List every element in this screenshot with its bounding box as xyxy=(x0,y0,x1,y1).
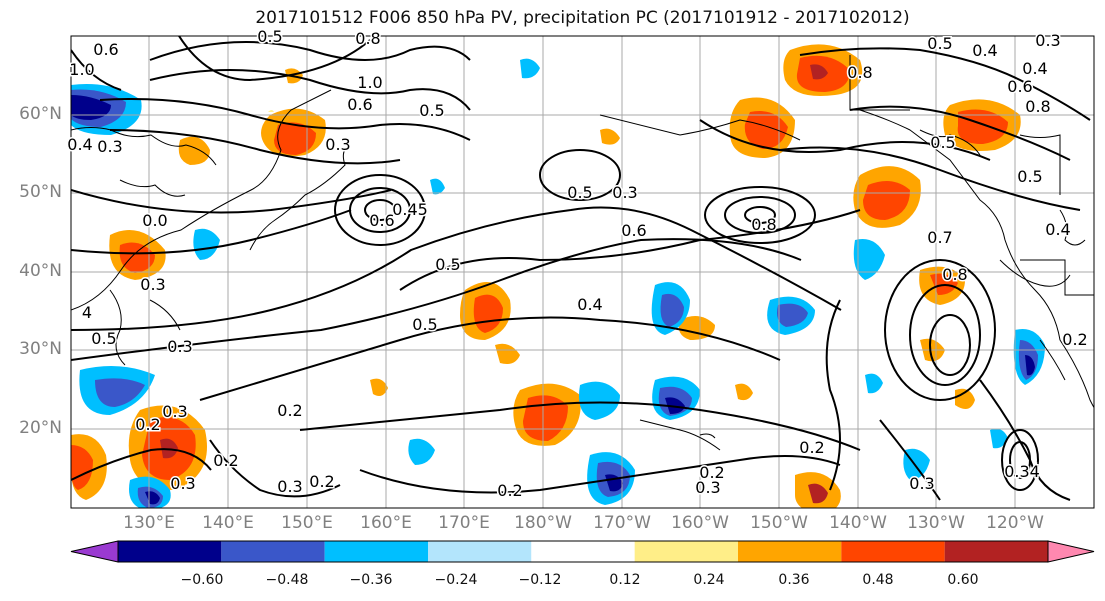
contour-label: 1.0 xyxy=(357,73,382,92)
colorbar-segment xyxy=(738,541,842,562)
colorbar-segment xyxy=(841,541,945,562)
contour-label: 0.6 xyxy=(369,211,394,230)
contour-label: 0.5 xyxy=(1017,167,1042,186)
lon-label-170e: 170°E xyxy=(438,513,490,533)
contour-label: 0.5 xyxy=(412,315,437,334)
contour-label: 0.4 xyxy=(1022,59,1047,78)
lat-label-30n: 30°N xyxy=(19,339,62,359)
lat-label-60n: 60°N xyxy=(19,104,62,124)
contour-label: 0.5 xyxy=(419,101,444,120)
colorbar-label-neg012: −0.12 xyxy=(518,572,562,588)
colorbar-label-neg060: −0.60 xyxy=(180,572,224,588)
colorbar-segment xyxy=(944,541,1048,562)
plot-frame xyxy=(70,35,1095,509)
lon-label-150w: 150°W xyxy=(750,513,808,533)
contour-label: 0.8 xyxy=(847,63,872,82)
pv-contours xyxy=(71,36,1091,501)
contour-label: 0.3 xyxy=(97,137,122,156)
contour-label: 0.6 xyxy=(93,40,118,59)
contour-label: 0.7 xyxy=(927,228,952,247)
contour-label: 0.3 xyxy=(325,135,350,154)
contour-label: 0.5 xyxy=(257,27,282,46)
contour-label: 0.5 xyxy=(91,329,116,348)
colorbar-label-060: 0.60 xyxy=(947,572,979,588)
lon-label-160e: 160°E xyxy=(360,513,412,533)
contour-label: 0.2 xyxy=(497,481,522,500)
contour-label: 0.5 xyxy=(927,34,952,53)
colorbar-arrow-low xyxy=(70,540,119,563)
contour-label: 4 xyxy=(82,303,92,322)
lon-label-120w: 120°W xyxy=(986,513,1044,533)
colorbar-segment xyxy=(634,541,738,562)
colorbar-label-neg048: −0.48 xyxy=(265,572,309,588)
colorbar-segment xyxy=(221,541,325,562)
contour-labels: 0.5 0.81.00.6 0.50.30.60.450.5 0.30.6 0.80.5… xyxy=(66,26,1089,502)
colorbar-label-036: 0.36 xyxy=(778,572,810,588)
contour-label: 0.4 xyxy=(1045,220,1070,239)
contour-label: 0.6 xyxy=(1007,77,1032,96)
contour-label: 0.4 xyxy=(972,41,997,60)
contour-label: 0.8 xyxy=(751,215,776,234)
colorbar-segment xyxy=(531,541,635,562)
contour-label: 0.3 xyxy=(277,477,302,496)
contour-label: 0.4 xyxy=(577,295,602,314)
contour-label: 0.2 xyxy=(309,472,334,491)
contour-label: 0.2 xyxy=(1062,330,1087,349)
colorbar-label-012: 0.12 xyxy=(609,572,641,588)
lon-label-160w: 160°W xyxy=(671,513,729,533)
contour-label: 0.6 xyxy=(347,95,372,114)
colorbar xyxy=(70,540,1095,563)
contour-label: 0.8 xyxy=(942,265,967,284)
coastlines xyxy=(71,55,1094,451)
colorbar-segment xyxy=(118,541,222,562)
colorbar-label-048: 0.48 xyxy=(862,572,894,588)
map-title: 2017101512 F006 850 hPa PV, precipitatio… xyxy=(255,8,910,28)
contour-label: 0.34 xyxy=(1004,462,1040,481)
contour-label: 0.3 xyxy=(612,183,637,202)
contour-label: 0.2 xyxy=(799,438,824,457)
colorbar-outline xyxy=(117,540,1049,563)
contour-label: 0.2 xyxy=(135,415,160,434)
contour-label: 0.45 xyxy=(392,200,428,219)
graticule xyxy=(71,36,1094,508)
contour-label: 0.2 xyxy=(277,401,302,420)
lat-label-40n: 40°N xyxy=(19,261,62,281)
contour-label: 0.5 xyxy=(567,183,592,202)
colorbar-segment xyxy=(428,541,532,562)
contour-label: 0.3 xyxy=(695,478,720,497)
lon-label-180w: 180°W xyxy=(514,513,572,533)
contour-label: 0.3 xyxy=(909,474,934,493)
contour-label: 0.0 xyxy=(142,211,167,230)
contour-label: 0.3 xyxy=(162,402,187,421)
contour-label: 0.6 xyxy=(621,221,646,240)
contour-label: 0.3 xyxy=(170,474,195,493)
lat-label-20n: 20°N xyxy=(19,418,62,438)
contour-label: 0.2 xyxy=(213,451,238,470)
contour-label: 0.5 xyxy=(930,133,955,152)
colorbar-label-neg036: −0.36 xyxy=(349,572,393,588)
lon-label-140w: 140°W xyxy=(829,513,887,533)
contour-label: 0.3 xyxy=(1035,31,1060,50)
contour-label: 0.8 xyxy=(355,29,380,48)
contour-label: 0.5 xyxy=(435,255,460,274)
lon-label-170w: 170°W xyxy=(593,513,651,533)
contour-label: 0.8 xyxy=(1025,97,1050,116)
contour-label: 0.2 xyxy=(699,463,724,482)
colorbar-arrow-high xyxy=(1047,540,1095,563)
lon-label-130w: 130°W xyxy=(907,513,965,533)
lon-label-140e: 140°E xyxy=(202,513,254,533)
colorbar-label-neg024: −0.24 xyxy=(434,572,478,588)
colorbar-segment xyxy=(324,541,428,562)
contour-label: 1.0 xyxy=(69,60,94,79)
contour-label: 0.4 xyxy=(67,135,92,154)
colorbar-label-024: 0.24 xyxy=(693,572,725,588)
lon-label-130e: 130°E xyxy=(123,513,175,533)
contour-label: 0.3 xyxy=(167,337,192,356)
lon-label-150e: 150°E xyxy=(281,513,333,533)
contour-label: 0.3 xyxy=(140,275,165,294)
lat-label-50n: 50°N xyxy=(19,182,62,202)
precip-shading xyxy=(71,44,1045,508)
